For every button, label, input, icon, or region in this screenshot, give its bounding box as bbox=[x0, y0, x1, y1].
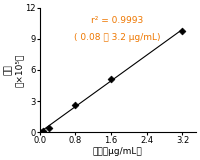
Point bbox=[38, 131, 41, 134]
Point bbox=[42, 129, 45, 132]
Y-axis label: 面積
（×10⁵）: 面積 （×10⁵） bbox=[4, 53, 24, 87]
Point bbox=[109, 78, 113, 81]
Text: r² = 0.9993: r² = 0.9993 bbox=[91, 16, 143, 25]
Point bbox=[47, 126, 50, 129]
Point bbox=[74, 104, 77, 106]
X-axis label: 濃度（μg/mL）: 濃度（μg/mL） bbox=[93, 147, 143, 156]
Point bbox=[181, 29, 184, 32]
Text: ( 0.08 ～ 3.2 μg/mL): ( 0.08 ～ 3.2 μg/mL) bbox=[74, 33, 160, 42]
